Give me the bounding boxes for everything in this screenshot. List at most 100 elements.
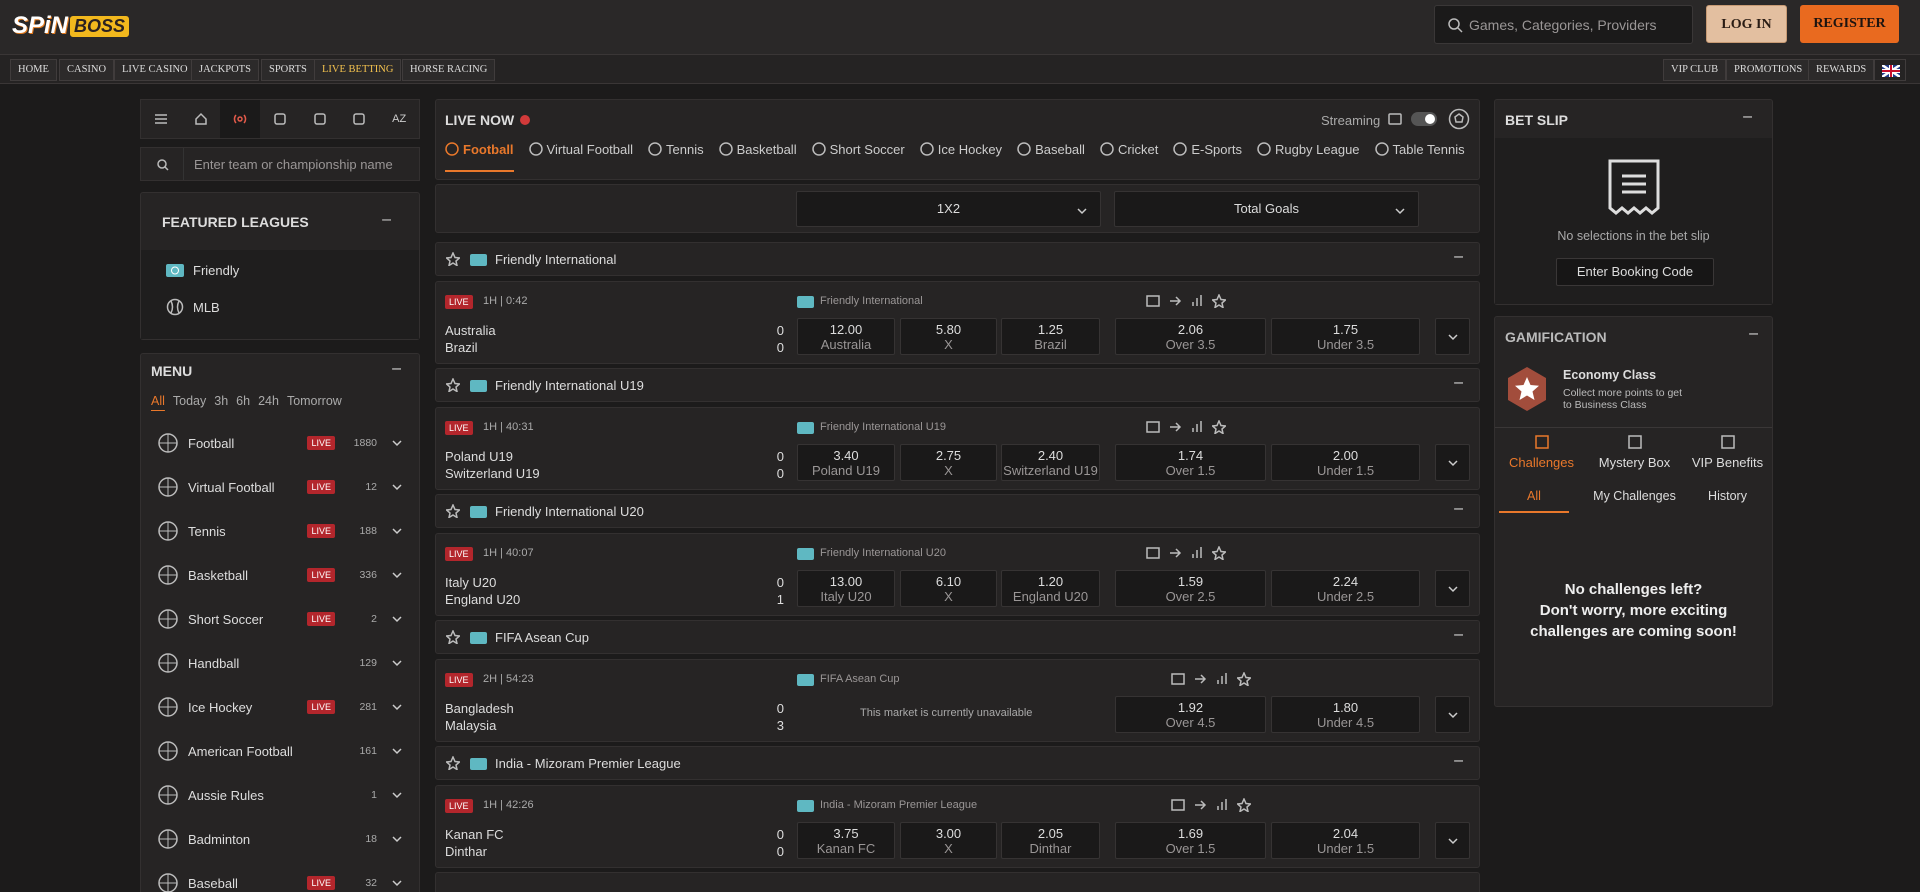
- register-button[interactable]: REGISTER: [1800, 5, 1899, 43]
- nav-item[interactable]: VIP CLUB: [1663, 59, 1727, 81]
- gamification-subtab[interactable]: History: [1708, 489, 1747, 503]
- expand-button[interactable]: [1435, 696, 1470, 733]
- league-header[interactable]: FIFA Asean Cup –: [435, 620, 1480, 654]
- sport-row[interactable]: Ice Hockey LIVE 281: [157, 696, 403, 718]
- nav-item[interactable]: LIVE CASINO: [114, 59, 196, 81]
- sport-tab[interactable]: E-Sports: [1173, 142, 1242, 172]
- home-score: 0: [776, 701, 784, 716]
- sport-row[interactable]: Tennis LIVE 188: [157, 520, 403, 542]
- odd-button[interactable]: 1.80 Under 4.5: [1271, 696, 1420, 733]
- gamification-tab[interactable]: Mystery Box: [1588, 433, 1681, 470]
- nav-item[interactable]: PROMOTIONS: [1726, 59, 1811, 81]
- sport-tab[interactable]: Table Tennis: [1374, 142, 1465, 172]
- odd-button[interactable]: 1.25 Brazil: [1001, 318, 1100, 355]
- odd-button[interactable]: 2.05 Dinthar: [1001, 822, 1100, 859]
- sidebar-icon[interactable]: [181, 100, 221, 138]
- sport-tab[interactable]: Basketball: [718, 142, 797, 172]
- odd-button[interactable]: 1.74 Over 1.5: [1115, 444, 1266, 481]
- league-header[interactable]: Friendly International U19 –: [435, 368, 1480, 402]
- odd-button[interactable]: 2.06 Over 3.5: [1115, 318, 1266, 355]
- icon: [157, 520, 179, 542]
- collapse: –: [1454, 500, 1463, 517]
- nav-item[interactable]: LIVE BETTING: [314, 59, 402, 81]
- odd-button[interactable]: 3.00 X: [900, 822, 997, 859]
- sport-tab[interactable]: Rugby League: [1257, 142, 1360, 172]
- sidebar-icon[interactable]: [260, 100, 300, 138]
- gamification-tab[interactable]: VIP Benefits: [1681, 433, 1774, 470]
- search-box[interactable]: Games, Categories, Providers: [1434, 5, 1693, 44]
- league-header[interactable]: India - Mizoram Premier League –: [435, 746, 1480, 780]
- sport-tab[interactable]: Tennis: [648, 142, 704, 172]
- sport-tab[interactable]: Virtual Football: [528, 142, 633, 172]
- sport-row[interactable]: Handball 129: [157, 652, 403, 674]
- odd-button[interactable]: 2.75 X: [900, 444, 997, 481]
- sidebar-icon[interactable]: [141, 100, 181, 138]
- sport-row[interactable]: Virtual Football LIVE 12: [157, 476, 403, 498]
- featured-item[interactable]: Friendly: [166, 260, 239, 280]
- gamification-tab[interactable]: Challenges: [1495, 433, 1588, 470]
- sport-row[interactable]: Short Soccer LIVE 2: [157, 608, 403, 630]
- filter[interactable]: 6h: [236, 394, 251, 408]
- sport-row[interactable]: Badminton 18: [157, 828, 403, 850]
- odd-button[interactable]: 3.40 Poland U19: [797, 444, 895, 481]
- sport-tab[interactable]: Baseball: [1017, 142, 1085, 172]
- sport-tab[interactable]: Cricket: [1100, 142, 1158, 172]
- filter[interactable]: 24h: [258, 394, 279, 408]
- odd-button[interactable]: 2.40 Switzerland U19: [1001, 444, 1100, 481]
- odd-button[interactable]: 3.75 Kanan FC: [797, 822, 895, 859]
- odd-button[interactable]: 6.10 X: [900, 570, 997, 607]
- nav-item[interactable]: SPORTS: [261, 59, 315, 81]
- sport-row[interactable]: Baseball LIVE 32: [157, 872, 403, 892]
- odd-button[interactable]: 1.69 Over 1.5: [1115, 822, 1266, 859]
- sport-row[interactable]: Basketball LIVE 336: [157, 564, 403, 586]
- nav-item[interactable]: JACKPOTS: [191, 59, 259, 81]
- sidebar-icon[interactable]: [300, 100, 340, 138]
- odd-button[interactable]: 2.04 Under 1.5: [1271, 822, 1420, 859]
- odd-button[interactable]: 1.75 Under 3.5: [1271, 318, 1420, 355]
- home-team: Italy U20: [445, 575, 497, 590]
- sport-tab[interactable]: Ice Hockey: [920, 142, 1002, 172]
- league-header[interactable]: Friendly International U20 –: [435, 494, 1480, 528]
- nav-item[interactable]: HOME: [10, 59, 57, 81]
- sidebar-icon[interactable]: [220, 100, 261, 138]
- stream-toggle[interactable]: [1411, 112, 1437, 126]
- odd-button[interactable]: 12.00 Australia: [797, 318, 895, 355]
- nav-item[interactable]: CASINO: [59, 59, 115, 81]
- filter[interactable]: All: [151, 394, 165, 408]
- nav-item[interactable]: REWARDS: [1808, 59, 1875, 81]
- gamification-subtab[interactable]: All: [1499, 489, 1569, 513]
- odd-button[interactable]: 1.20 England U20: [1001, 570, 1100, 607]
- booking-button[interactable]: Enter Booking Code: [1556, 258, 1714, 286]
- sidebar-icon[interactable]: [340, 100, 380, 138]
- expand-button[interactable]: [1435, 444, 1470, 481]
- odd-button[interactable]: 13.00 Italy U20: [797, 570, 895, 607]
- featured-item[interactable]: MLB: [166, 297, 220, 317]
- expand-button[interactable]: [1435, 318, 1470, 355]
- expand-button[interactable]: [1435, 570, 1470, 607]
- odd-button[interactable]: 2.00 Under 1.5: [1271, 444, 1420, 481]
- sidebar-icon[interactable]: AZ: [379, 100, 419, 138]
- sport-row[interactable]: American Football 161: [157, 740, 403, 762]
- odd-button[interactable]: 2.24 Under 2.5: [1271, 570, 1420, 607]
- sport-tab[interactable]: Short Soccer: [811, 142, 905, 172]
- team-search[interactable]: Enter team or championship name: [140, 147, 420, 181]
- gamification-subtab[interactable]: My Challenges: [1593, 489, 1676, 503]
- expand-button[interactable]: [1435, 822, 1470, 859]
- market-select[interactable]: 1X2: [796, 191, 1101, 227]
- logo[interactable]: SPiN BOSS: [12, 10, 130, 42]
- market-select[interactable]: Total Goals: [1114, 191, 1419, 227]
- filter[interactable]: Today: [172, 394, 207, 408]
- filter[interactable]: 3h: [214, 394, 229, 408]
- odd-button[interactable]: 1.92 Over 4.5: [1115, 696, 1266, 733]
- login-button[interactable]: LOG IN: [1706, 5, 1787, 43]
- sport-tab[interactable]: Football: [445, 142, 514, 172]
- odd-button[interactable]: 1.59 Over 2.5: [1115, 570, 1266, 607]
- filter[interactable]: Tomorrow: [286, 394, 342, 408]
- league-header[interactable]: Friendly International –: [435, 242, 1480, 276]
- sport-row[interactable]: Football LIVE 1880: [157, 432, 403, 454]
- flag-icon: [470, 506, 487, 518]
- odd-button[interactable]: 5.80 X: [900, 318, 997, 355]
- nav-item[interactable]: HORSE RACING: [402, 59, 496, 81]
- sport-row[interactable]: Aussie Rules 1: [157, 784, 403, 806]
- icon: [470, 757, 487, 775]
